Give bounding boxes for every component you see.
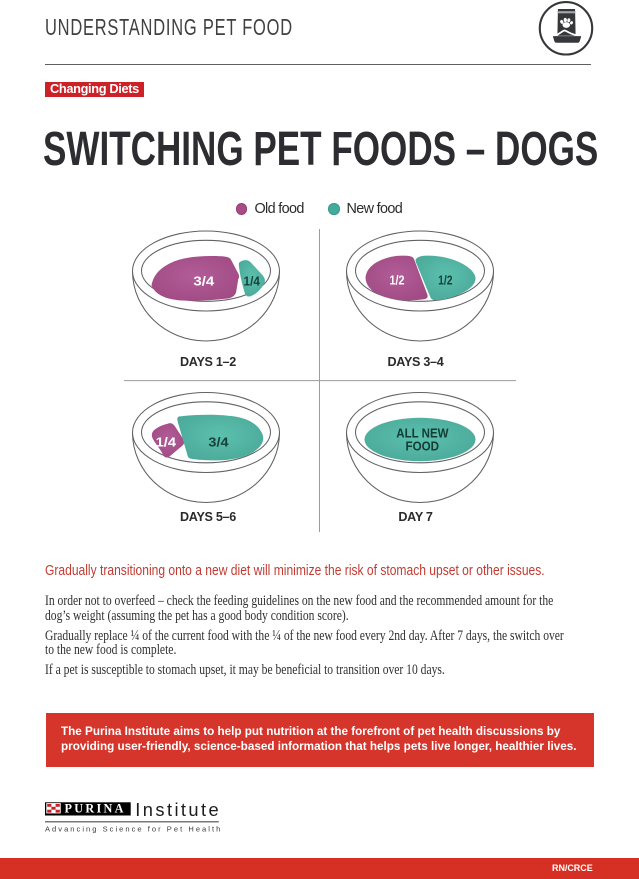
svg-text:3/4: 3/4	[208, 434, 229, 449]
svg-text:1/4: 1/4	[156, 434, 177, 449]
svg-text:FOOD: FOOD	[406, 440, 440, 454]
svg-text:3/4: 3/4	[193, 274, 215, 289]
svg-text:ALL NEW: ALL NEW	[396, 426, 448, 440]
svg-text:Institute: Institute	[135, 802, 221, 820]
svg-text:1/2: 1/2	[390, 273, 405, 288]
svg-text:1/2: 1/2	[438, 273, 452, 288]
svg-text:PURINA: PURINA	[65, 802, 126, 816]
svg-text:Advancing Science for Pet Heal: Advancing Science for Pet Health	[45, 824, 222, 833]
svg-text:1/4: 1/4	[244, 274, 261, 289]
